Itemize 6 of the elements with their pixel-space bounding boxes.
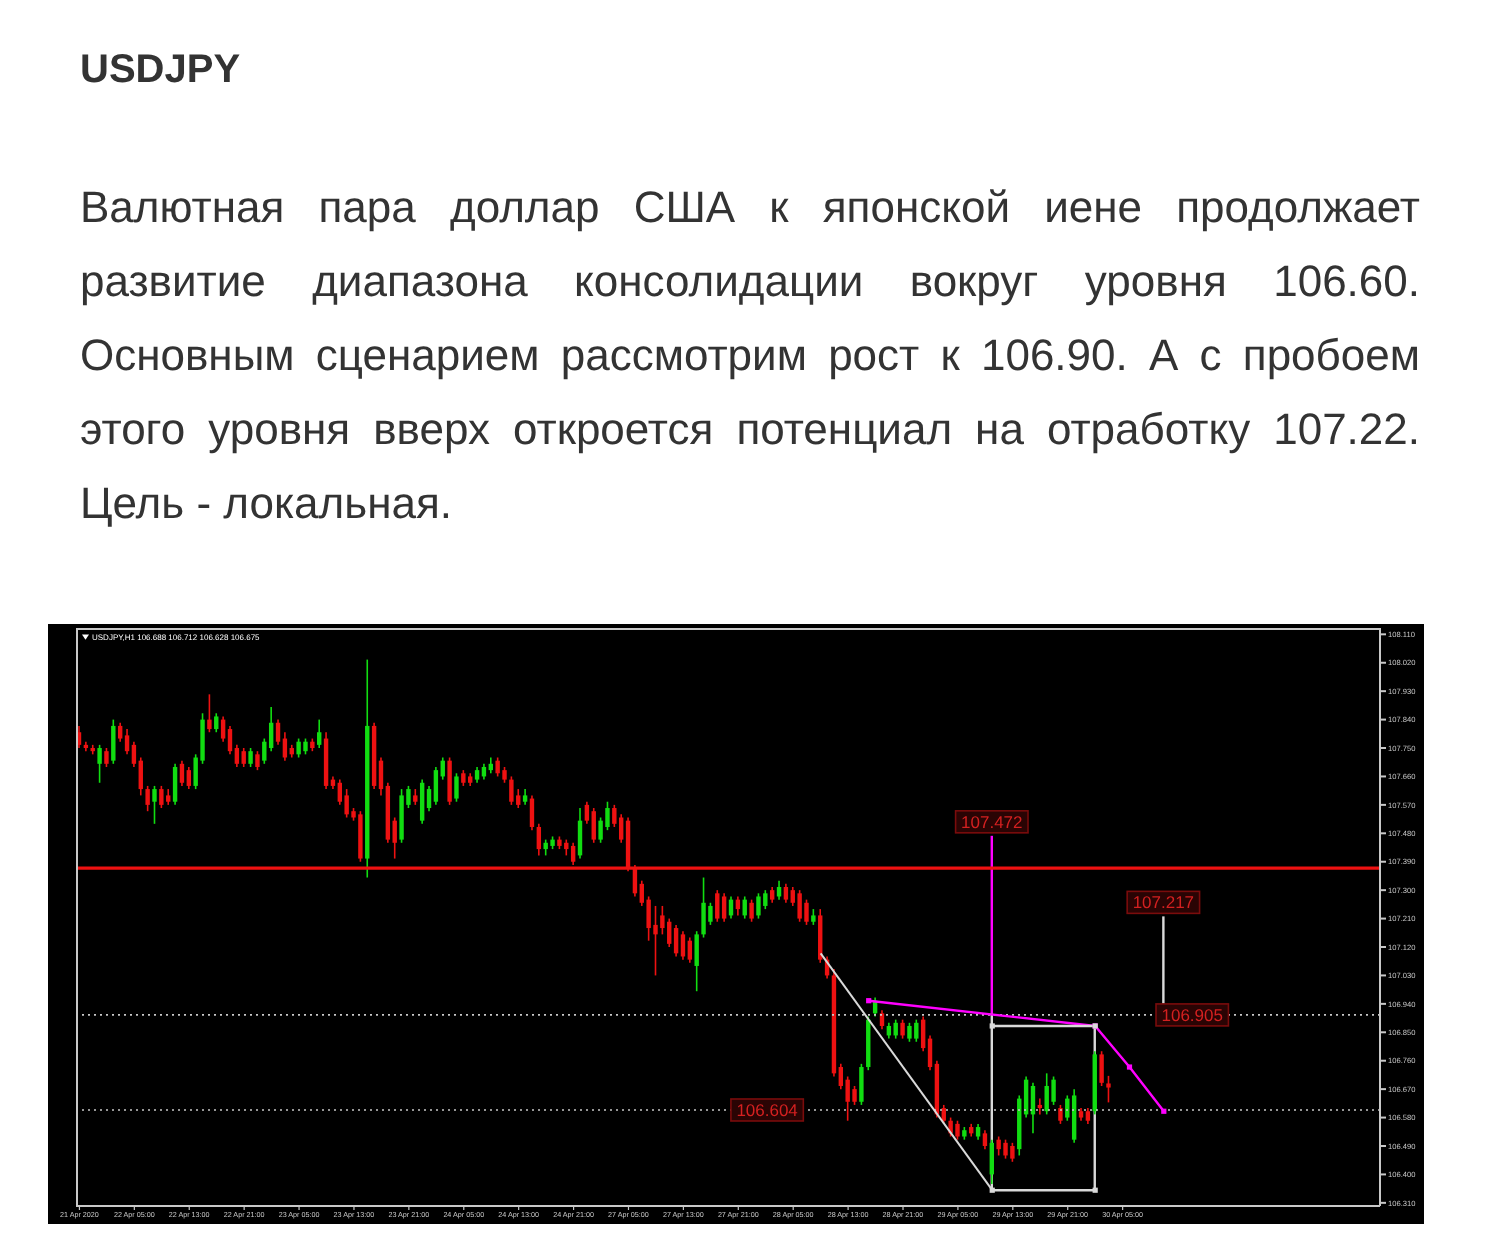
chart-subtitle: Валютная пара доллар США к японской иене продолжает развитие диапазона консолидации вокруг уровня 106.60. Основным сценарием рассмотрим рост к 106.90. А с пробоем этого уровня вверх откроется потенциал на отработку 107.22. Цель - локальная.: [80, 180, 1420, 532]
data-label: 107.217: [1132, 892, 1195, 913]
data-label: 107.472: [961, 811, 1024, 832]
ref-line-label: 106.905: [1161, 1004, 1224, 1025]
chart-title: USDJPY: [80, 46, 241, 96]
ref-line-label: 106.604: [736, 1099, 799, 1120]
